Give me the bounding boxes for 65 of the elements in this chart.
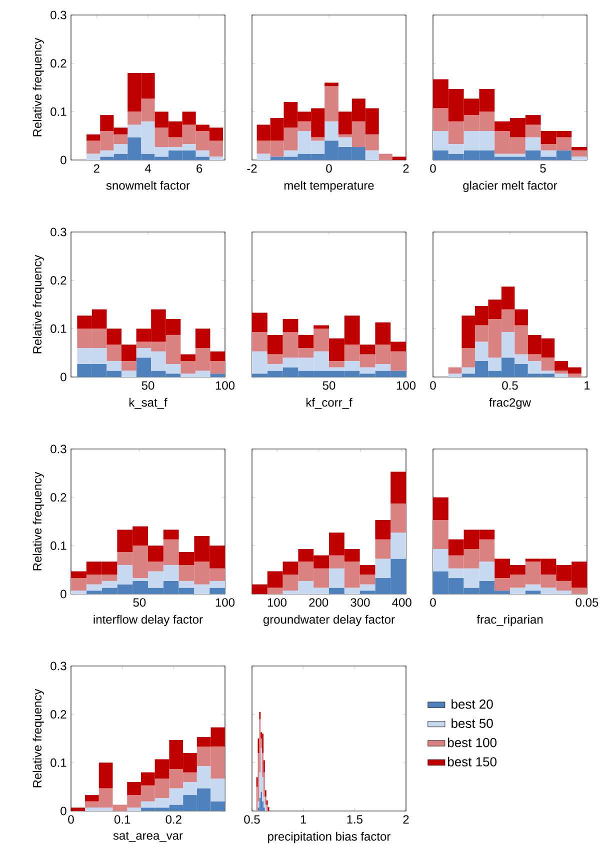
x-axis-title: k_sat_f — [130, 398, 168, 409]
x-tick-label: 2 — [403, 164, 409, 173]
x-tick-label: 0.1 — [114, 815, 130, 824]
y-tick-label: 0.1 — [50, 107, 66, 116]
y-tick-label: 0.1 — [50, 758, 66, 767]
x-axis-title: groundwater delay factor — [264, 614, 395, 626]
x-tick-label: 2 — [94, 164, 100, 173]
y-tick-label: 0.1 — [50, 324, 66, 333]
x-tick-label: 100 — [397, 381, 416, 390]
y-tick-label: 0.3 — [50, 10, 66, 20]
x-tick-label: 100 — [216, 598, 235, 607]
x-tick-label: 100 — [268, 598, 287, 607]
y-tick-label: 0 — [60, 372, 66, 382]
x-axis-title: interflow delay factor — [94, 614, 203, 626]
x-tick-label: 0 — [430, 164, 436, 173]
x-tick-label: 2 — [403, 815, 409, 824]
y-tick-label: 0 — [60, 806, 66, 816]
x-tick-label: 0 — [326, 164, 332, 173]
x-tick-label: 200 — [309, 598, 328, 607]
x-tick-label: -2 — [247, 164, 257, 173]
x-axis-title: frac_riparian — [476, 614, 543, 626]
x-tick-label: 5 — [540, 164, 546, 173]
x-axis-title: snowmelt factor — [106, 180, 190, 190]
y-axis-title: Relative frequency — [32, 38, 44, 136]
y-tick-label: 0.2 — [50, 276, 66, 285]
x-axis-title: precipitation bias factor — [268, 832, 391, 844]
x-axis-title: sat_area_var — [113, 832, 183, 842]
x-tick-label: 0.2 — [166, 815, 182, 824]
x-tick-label: 0 — [68, 815, 74, 824]
y-tick-label: 0.1 — [50, 541, 66, 550]
x-tick-label: 6 — [196, 164, 202, 173]
legend-label: best 50 — [452, 718, 494, 728]
legend-label: best 20 — [452, 699, 494, 709]
y-axis-title: Relative frequency — [32, 472, 44, 570]
x-tick-label: 300 — [350, 598, 370, 607]
y-axis-title: Relative frequency — [32, 688, 44, 788]
y-tick-label: 0.2 — [50, 493, 66, 502]
y-tick-label: 0.3 — [50, 228, 66, 236]
legend-label: best 100 — [448, 738, 497, 748]
x-tick-label: 1 — [301, 815, 306, 824]
y-axis-title: Relative frequency — [32, 254, 44, 354]
x-tick-label: 0 — [430, 381, 436, 390]
x-axis-title: glacier melt factor — [463, 180, 558, 192]
x-tick-label: 400 — [392, 598, 412, 607]
y-tick-label: 0.2 — [50, 59, 66, 68]
x-tick-label: 50 — [133, 598, 146, 607]
y-tick-label: 0 — [60, 156, 66, 164]
x-tick-label: 50 — [322, 381, 336, 390]
y-tick-label: 0.3 — [50, 662, 66, 670]
x-axis-title: melt temperature — [284, 180, 374, 192]
x-tick-label: 0.5 — [502, 381, 518, 390]
x-tick-label: 1.5 — [347, 815, 363, 824]
x-tick-label: 0 — [430, 598, 436, 607]
x-axis-title: frac2gw — [489, 398, 532, 410]
x-tick-label: 100 — [216, 381, 235, 390]
x-tick-label: 1 — [584, 381, 590, 390]
y-tick-label: 0.3 — [50, 444, 66, 454]
x-tick-label: 0.5 — [244, 815, 260, 824]
x-tick-label: 50 — [142, 381, 154, 390]
y-tick-label: 0.2 — [50, 710, 66, 719]
x-tick-label: 0.05 — [576, 598, 598, 607]
x-axis-title: kf_corr_f — [306, 398, 353, 409]
legend-label: best 150 — [448, 756, 497, 766]
x-tick-label: 4 — [145, 164, 152, 172]
y-tick-label: 0 — [60, 590, 66, 598]
